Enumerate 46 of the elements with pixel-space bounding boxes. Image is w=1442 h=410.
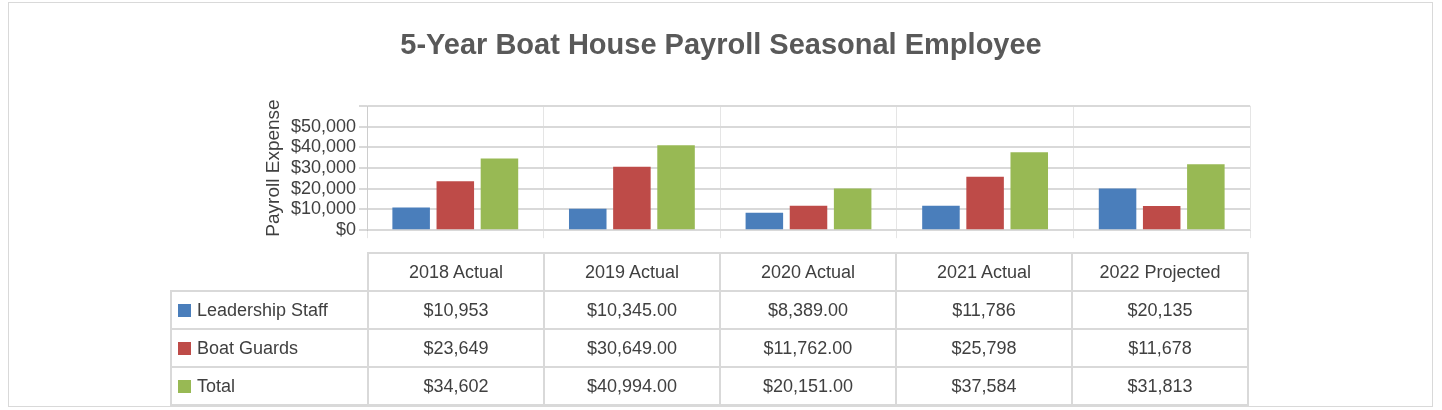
data-label: $11,786 <box>896 291 1072 329</box>
bar <box>1098 188 1137 230</box>
data-label: $10,953 <box>368 291 544 329</box>
data-label: $37,584 <box>896 367 1072 405</box>
bar <box>657 145 695 230</box>
bar <box>745 212 784 230</box>
data-label: $11,762.00 <box>720 329 896 367</box>
data-label: $30,649.00 <box>544 329 720 367</box>
data-label: $20,151.00 <box>720 367 896 405</box>
x-tick-label: 2021 Actual <box>896 253 1072 291</box>
data-label: $23,649 <box>368 329 544 367</box>
data-label: $34,602 <box>368 367 544 405</box>
y-axis-title: Payroll Expense <box>261 99 283 237</box>
y-tick-label: $0 <box>335 219 356 240</box>
y-tick-label: $20,000 <box>290 177 356 198</box>
legend-label: Boat Guards <box>171 329 368 367</box>
data-label: $20,135 <box>1072 291 1248 329</box>
data-label: $8,389.00 <box>720 291 896 329</box>
y-tick-label: $50,000 <box>290 115 356 136</box>
bar <box>789 205 828 230</box>
y-tick-label: $10,000 <box>290 198 356 219</box>
data-label: $11,678 <box>1072 329 1248 367</box>
data-label: $25,798 <box>896 329 1072 367</box>
bar <box>966 176 1004 230</box>
x-tick-label: 2019 Actual <box>544 253 720 291</box>
x-tick-label: 2018 Actual <box>368 253 544 291</box>
bar <box>568 208 607 230</box>
x-tick-label: 2022 Projected <box>1072 253 1248 291</box>
x-tick-label: 2020 Actual <box>720 253 896 291</box>
data-label: $10,345.00 <box>544 291 720 329</box>
y-tick-label: $30,000 <box>290 156 356 177</box>
legend-label: Total <box>171 367 368 405</box>
bar <box>436 181 475 230</box>
bar <box>613 166 651 230</box>
bar <box>1142 205 1181 230</box>
bar <box>922 205 960 230</box>
chart-title: 5-Year Boat House Payroll Seasonal Employee <box>399 28 1043 61</box>
data-label: $40,994.00 <box>544 367 720 405</box>
bar <box>1010 152 1049 230</box>
bar <box>1187 164 1225 230</box>
data-label: $31,813 <box>1072 367 1248 405</box>
bar <box>480 158 519 230</box>
bar <box>833 188 872 230</box>
bar <box>392 207 430 230</box>
y-tick-label: $40,000 <box>290 136 356 157</box>
legend-label: Leadership Staff <box>171 291 368 329</box>
